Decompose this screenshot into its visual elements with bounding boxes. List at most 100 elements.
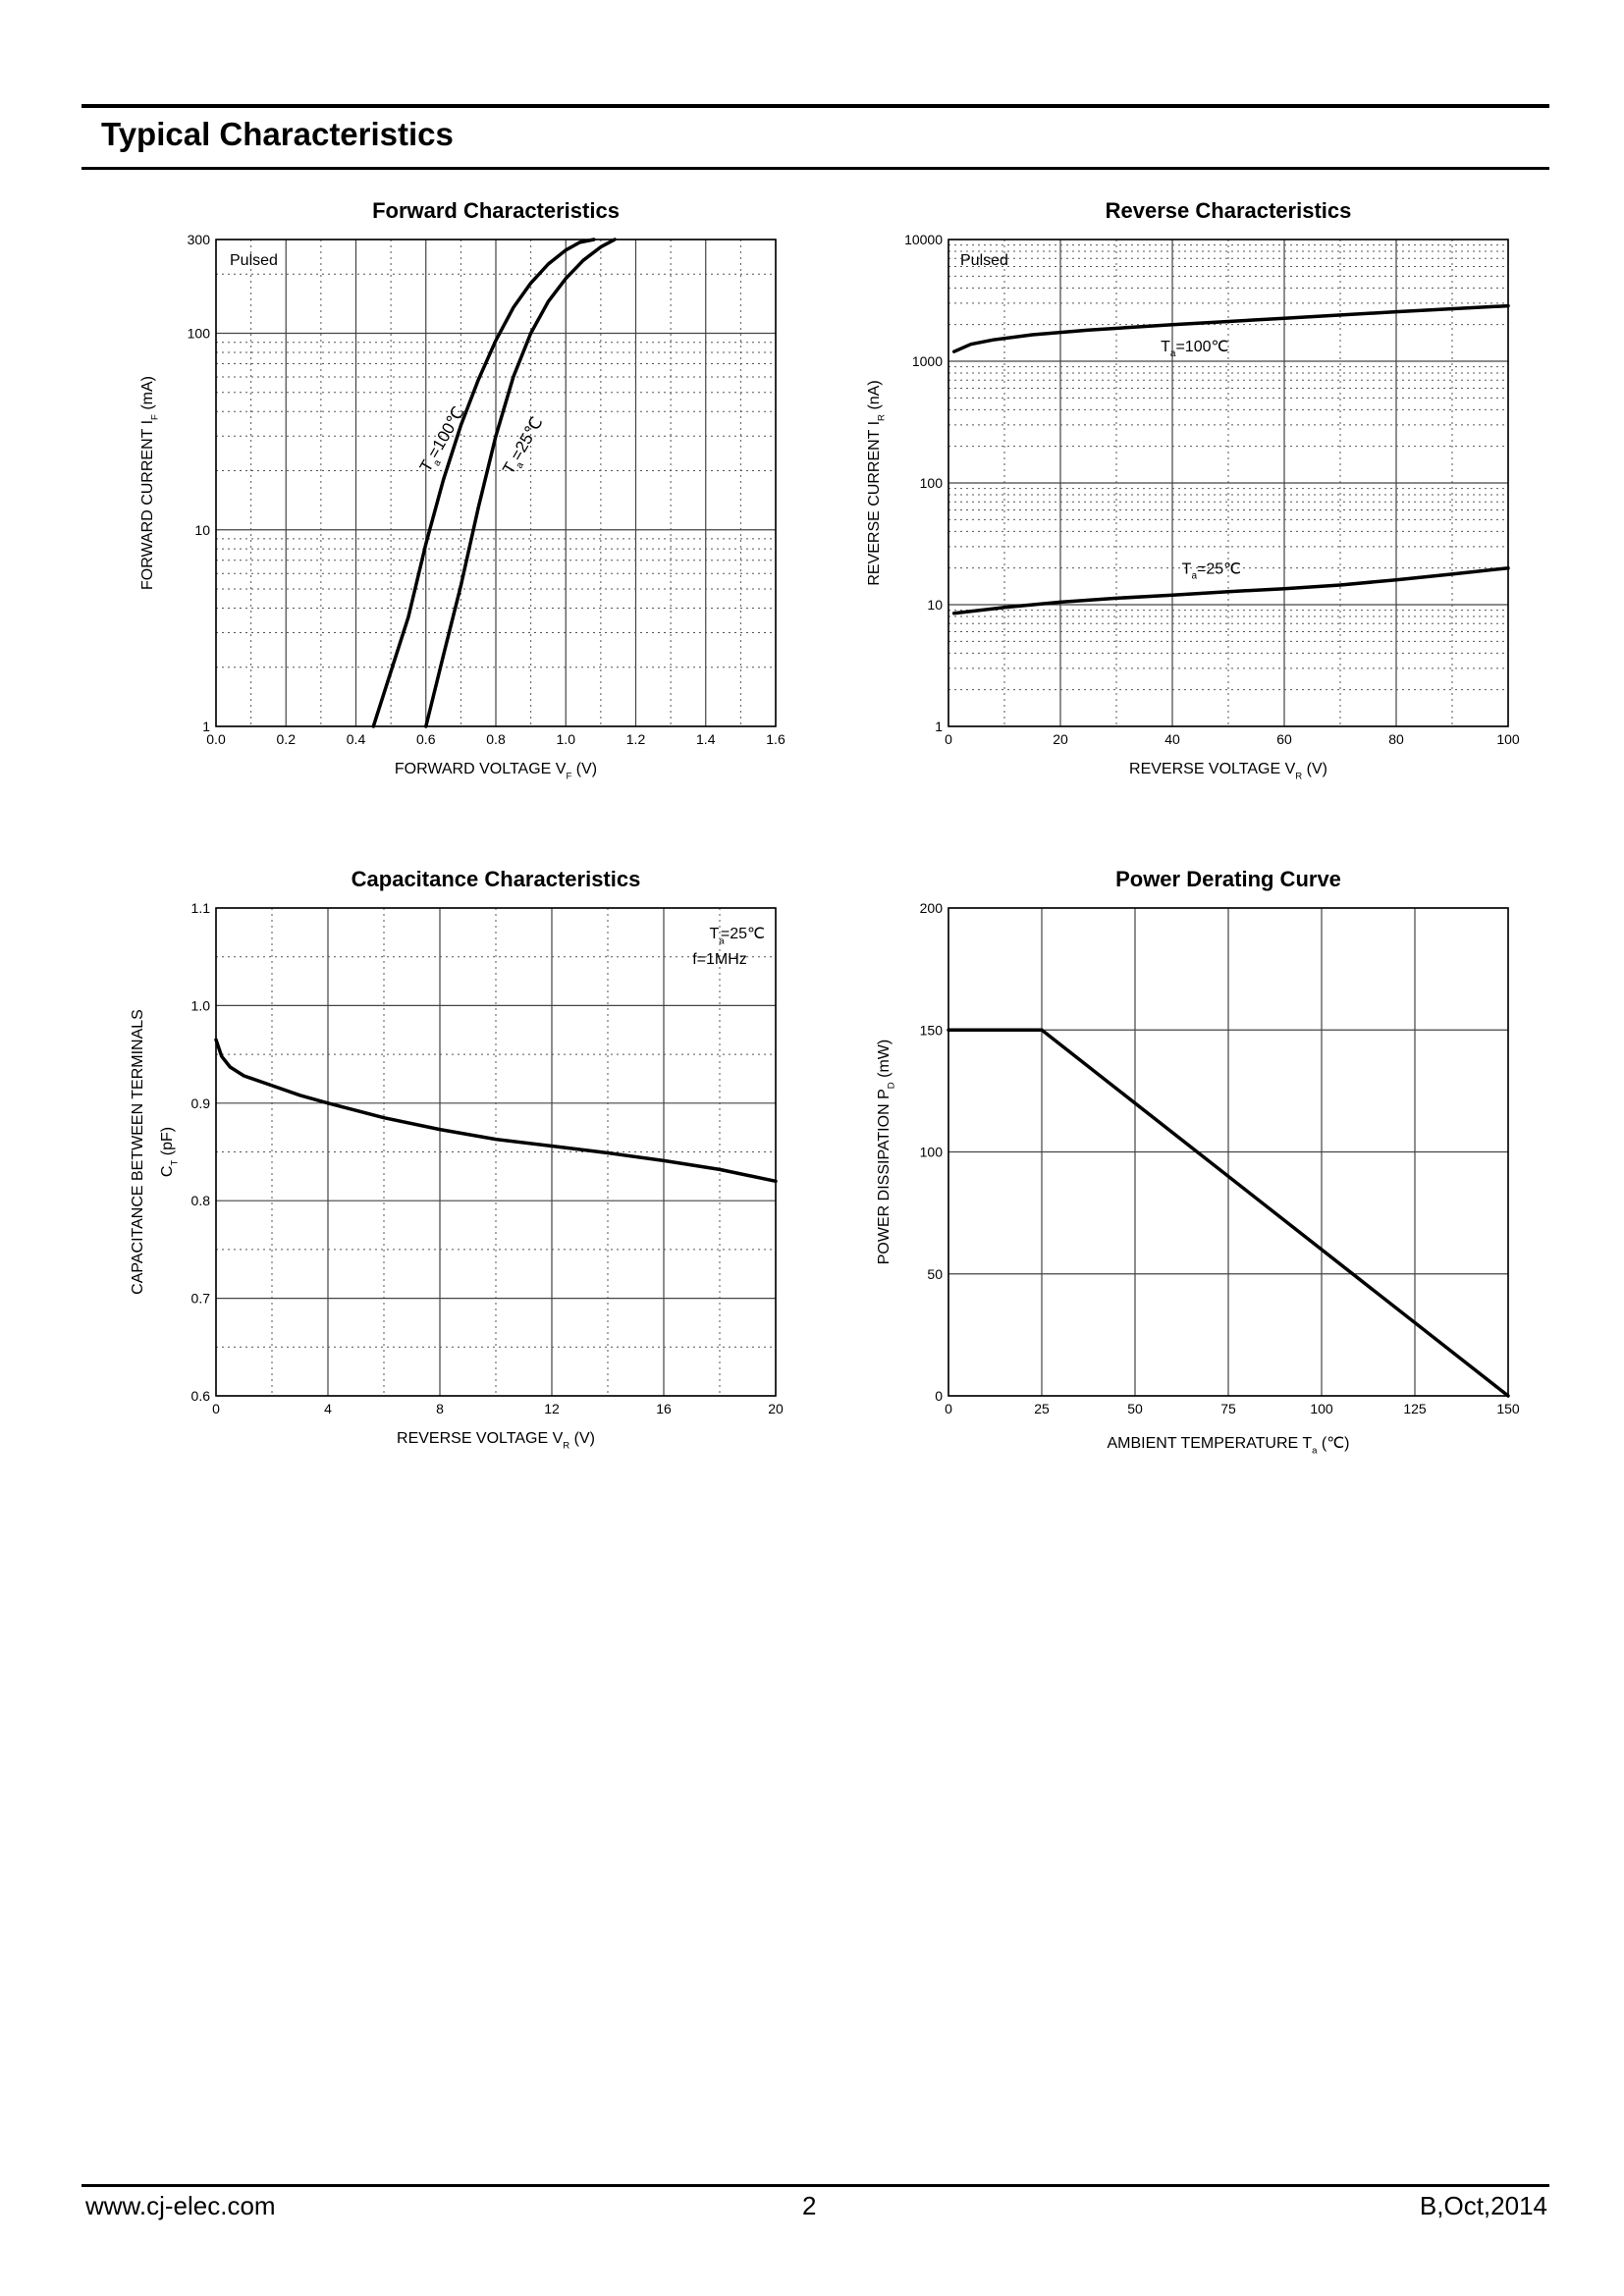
y-tick-label: 200 xyxy=(920,900,944,916)
y-axis-label-text: POWER DISSIPATION PD (mW) xyxy=(876,1040,897,1264)
plot-frame xyxy=(947,239,1509,727)
x-tick-label: 150 xyxy=(1496,1401,1520,1416)
series-label-0: Ta=100℃ xyxy=(416,403,472,477)
x-tick-label: 0.6 xyxy=(416,731,436,747)
chart-grid xyxy=(215,239,777,727)
y-tick-label: 1 xyxy=(202,719,210,734)
y-tick-label: 300 xyxy=(188,232,211,247)
x-axis-label-text: REVERSE VOLTAGE VR (V) xyxy=(1129,761,1327,782)
page-title: Typical Characteristics xyxy=(101,116,454,152)
chart-grid xyxy=(947,239,1509,727)
x-tick-label: 1.0 xyxy=(557,731,576,747)
x-tick-label: 0 xyxy=(212,1401,220,1416)
x-axis-label: REVERSE VOLTAGE VR (V) xyxy=(1129,761,1327,782)
annotation-ta-text: Ta xyxy=(709,926,725,947)
y-axis-label-text: REVERSE CURRENT IR (nA) xyxy=(866,380,888,585)
x-tick-label: 20 xyxy=(768,1401,784,1416)
y-tick-label: 10000 xyxy=(904,232,943,247)
y-axis-label: CAPACITANCE BETWEEN TERMINALS xyxy=(130,1009,146,1295)
x-tick-label: 100 xyxy=(1310,1401,1333,1416)
annotation-condition: Ta=25℃ xyxy=(709,926,765,947)
x-tick-label: 40 xyxy=(1164,731,1180,747)
annotation-ta: Ta xyxy=(709,926,725,947)
x-tick-label: 1.6 xyxy=(766,731,785,747)
chart-reverse: 0 20 40 60 80 100 1 10 100 1000 10000 Reverse Chara… xyxy=(866,198,1520,782)
y-axis-label-text: CAPACITANCE BETWEEN TERMINALS xyxy=(130,1009,146,1295)
series-line-0 xyxy=(947,1028,1510,1398)
plot-frame xyxy=(215,239,777,727)
x-tick-label: 80 xyxy=(1388,731,1404,747)
revision-date: B,Oct,2014 xyxy=(1419,2191,1547,2220)
chart-title: Power Derating Curve xyxy=(1115,867,1341,891)
x-tick-label: 1.4 xyxy=(696,731,716,747)
x-tick-label: 0.4 xyxy=(347,731,366,747)
x-tick-label: 16 xyxy=(656,1401,672,1416)
y-tick-label: 10 xyxy=(194,522,210,538)
x-tick-label: 8 xyxy=(436,1401,444,1416)
series-label-1: Ta=25℃ xyxy=(499,414,550,480)
x-tick-label: 25 xyxy=(1034,1401,1050,1416)
x-tick-label: 0.2 xyxy=(277,731,297,747)
y-tick-label: 50 xyxy=(927,1266,943,1282)
y-tick-label: 100 xyxy=(920,475,944,491)
x-axis-label-text: REVERSE VOLTAGE VR (V) xyxy=(397,1430,595,1452)
chart-capacitance: 0 4 8 12 16 20 0.6 0.7 0.8 0.9 1.0 1.1 Capacitance C… xyxy=(130,867,784,1452)
series-label-1: Ta=25℃ xyxy=(1182,561,1241,581)
annotation-frequency: f=1MHz xyxy=(692,951,747,968)
x-tick-label: 60 xyxy=(1276,731,1292,747)
series-line-0 xyxy=(951,303,1510,353)
y-tick-label: 0.7 xyxy=(191,1291,211,1307)
y-tick-label: 100 xyxy=(920,1145,944,1160)
title-rule xyxy=(81,167,1549,170)
y-axis-label-2: CT (pF) xyxy=(159,1127,181,1177)
x-tick-label: 50 xyxy=(1127,1401,1143,1416)
x-tick-label: 1.2 xyxy=(626,731,646,747)
x-tick-label: 125 xyxy=(1403,1401,1427,1416)
y-tick-label: 0.8 xyxy=(191,1193,211,1208)
series-line-1 xyxy=(951,565,1510,615)
series-label-text: Ta=25℃ xyxy=(499,414,550,480)
x-axis-label: FORWARD VOLTAGE VF (V) xyxy=(395,761,597,782)
plot-frame xyxy=(215,907,777,1397)
y-tick-label: 10 xyxy=(927,597,943,613)
y-tick-label: 150 xyxy=(920,1022,944,1038)
y-axis-label-text: FORWARD CURRENT IF (mA) xyxy=(139,376,161,590)
series-label-0: Ta=100℃ xyxy=(1161,339,1228,359)
annotation-text: Pulsed xyxy=(960,252,1008,269)
plot-frame xyxy=(947,907,1509,1397)
chart-title: Capacitance Characteristics xyxy=(352,867,641,891)
x-tick-label: 4 xyxy=(324,1401,332,1416)
y-tick-label: 0 xyxy=(935,1388,943,1404)
chart-forward: 0.0 0.2 0.4 0.6 0.8 1.0 1.2 1.4 1.6 1 10 100 300 Forw… xyxy=(139,198,785,782)
series-line-0 xyxy=(371,238,596,728)
footer-url[interactable]: www.cj-elec.com xyxy=(85,2191,276,2220)
series-label-text: Ta=100℃ xyxy=(416,403,472,477)
chart-grid xyxy=(947,907,1509,1397)
y-tick-label: 1.1 xyxy=(191,900,211,916)
series-line-1 xyxy=(424,238,617,728)
top-rule xyxy=(81,104,1549,108)
y-tick-label: 0.6 xyxy=(191,1388,211,1404)
series-line-0 xyxy=(214,1038,778,1184)
y-axis-label: REVERSE CURRENT IR (nA) xyxy=(866,380,888,585)
annotation-ta-value: =25℃ xyxy=(721,926,765,942)
x-tick-label: 75 xyxy=(1220,1401,1236,1416)
y-tick-label: 100 xyxy=(188,326,211,342)
x-axis-label-text: FORWARD VOLTAGE VF (V) xyxy=(395,761,597,782)
x-axis-label: REVERSE VOLTAGE VR (V) xyxy=(397,1430,595,1452)
x-tick-label: 100 xyxy=(1496,731,1520,747)
x-tick-label: 0.0 xyxy=(206,731,226,747)
x-axis-label-text: AMBIENT TEMPERATURE Ta (℃) xyxy=(1107,1435,1349,1457)
y-axis-label-2-text: CT (pF) xyxy=(159,1127,181,1177)
chart-power: 0 25 50 75 100 125 150 0 50 100 150 200 Power Derati… xyxy=(876,867,1520,1457)
y-axis-label: POWER DISSIPATION PD (mW) xyxy=(876,1040,897,1264)
y-tick-label: 1 xyxy=(935,719,943,734)
x-tick-label: 20 xyxy=(1053,731,1068,747)
page-number: 2 xyxy=(802,2191,817,2220)
x-tick-label: 0.8 xyxy=(486,731,506,747)
y-tick-label: 1.0 xyxy=(191,997,211,1013)
footer-rule xyxy=(81,2184,1549,2187)
annotation-text: Pulsed xyxy=(230,252,278,269)
y-axis-label: FORWARD CURRENT IF (mA) xyxy=(139,376,161,590)
